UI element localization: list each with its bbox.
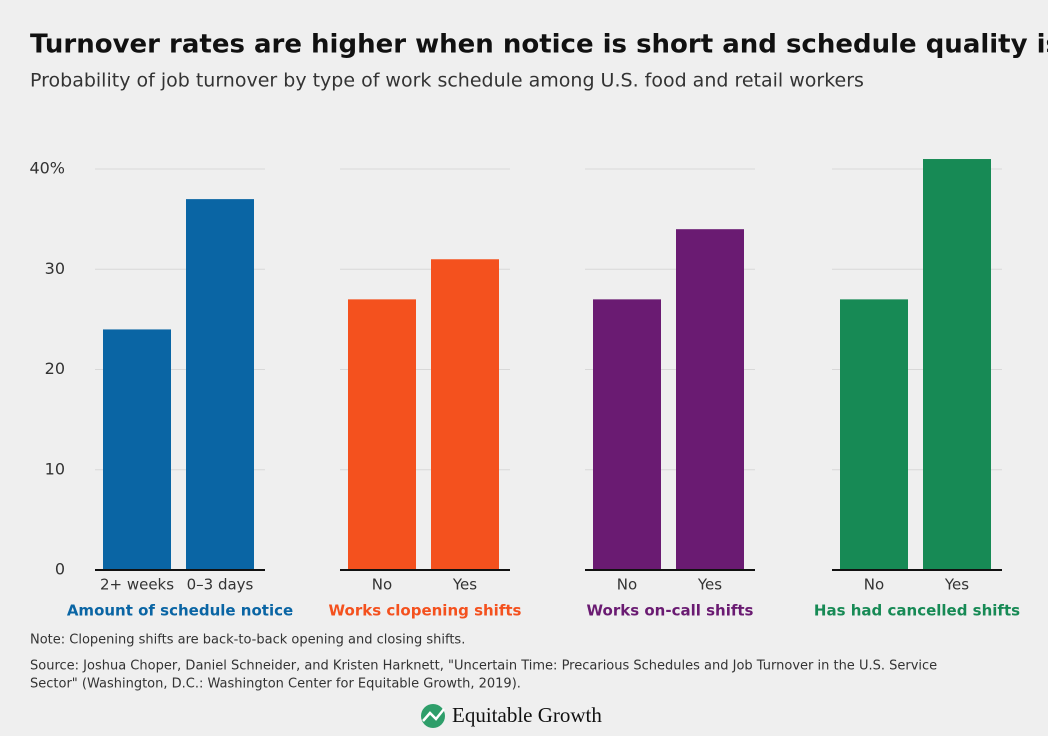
x-tick-label: 0–3 days xyxy=(187,576,254,594)
x-tick-label: Yes xyxy=(452,576,477,594)
bar xyxy=(676,229,744,570)
y-tick-label: 40% xyxy=(29,159,65,178)
bar xyxy=(431,259,499,570)
group-label: Works on-call shifts xyxy=(587,602,754,620)
bar xyxy=(840,299,908,570)
x-tick-label: No xyxy=(617,576,637,594)
x-tick-label: Yes xyxy=(944,576,969,594)
group-label: Amount of schedule notice xyxy=(67,602,293,620)
brand-icon xyxy=(421,704,445,728)
bar xyxy=(593,299,661,570)
x-tick-label: 2+ weeks xyxy=(100,576,174,594)
x-tick-label: No xyxy=(864,576,884,594)
source-line: Source: Joshua Choper, Daniel Schneider,… xyxy=(30,659,937,674)
group-label: Has had cancelled shifts xyxy=(814,602,1020,620)
bar xyxy=(348,299,416,570)
chart-title: Turnover rates are higher when notice is… xyxy=(30,30,1048,60)
brand: Equitable Growth xyxy=(452,703,602,727)
bar xyxy=(186,199,254,570)
y-tick-label: 10 xyxy=(45,459,65,478)
y-tick-label: 0 xyxy=(55,560,65,579)
x-tick-label: Yes xyxy=(697,576,722,594)
group-label: Works clopening shifts xyxy=(329,602,522,620)
source-line: Sector" (Washington, D.C.: Washington Ce… xyxy=(30,677,521,692)
chart-subtitle: Probability of job turnover by type of w… xyxy=(30,70,864,92)
note: Note: Clopening shifts are back-to-back … xyxy=(30,633,465,648)
y-tick-label: 20 xyxy=(45,359,65,378)
y-tick-label: 30 xyxy=(45,259,65,278)
bar xyxy=(103,329,171,570)
x-tick-label: No xyxy=(372,576,392,594)
bar xyxy=(923,159,991,570)
